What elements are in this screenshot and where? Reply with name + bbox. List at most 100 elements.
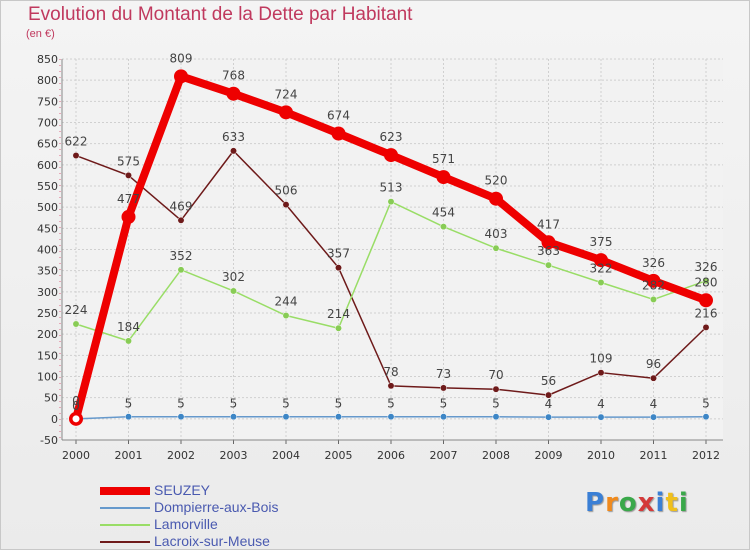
- data-label: 357: [327, 247, 350, 261]
- data-point: [440, 223, 447, 231]
- y-tick-label: 250: [37, 307, 58, 320]
- data-point: [282, 413, 290, 421]
- legend-label: SEUZEY: [154, 482, 211, 498]
- data-point: [702, 413, 710, 421]
- y-tick-label: 400: [37, 244, 58, 257]
- data-point: [125, 337, 132, 345]
- data-label: 282: [642, 278, 665, 292]
- data-label: 78: [383, 365, 398, 379]
- data-point: [597, 279, 605, 286]
- data-point: [335, 264, 342, 272]
- data-label: 4: [597, 397, 605, 411]
- data-label: 70: [488, 368, 503, 382]
- logo-letter: i: [655, 488, 666, 518]
- logo-letter: o: [618, 488, 638, 518]
- data-label: 513: [380, 181, 403, 195]
- data-point: [440, 413, 447, 421]
- y-tick-label: 750: [37, 95, 58, 108]
- data-label: 417: [537, 217, 560, 231]
- data-label: 5: [230, 397, 238, 411]
- y-tick-label: 850: [37, 53, 58, 66]
- logo-letter: t: [665, 488, 679, 518]
- data-label: 5: [282, 397, 290, 411]
- legend-item: Lacroix-sur-Meuse: [100, 533, 278, 550]
- x-tick-label: 2002: [167, 449, 195, 462]
- legend-swatch: [100, 486, 150, 495]
- data-point: [702, 323, 710, 331]
- data-point: [335, 324, 342, 332]
- logo-letter: P: [585, 488, 606, 518]
- legend-item: Dompierre-aux-Bois: [100, 499, 278, 516]
- x-tick-label: 2007: [430, 449, 458, 462]
- data-point: [335, 413, 342, 421]
- plot-area: [62, 59, 723, 440]
- data-label: 674: [327, 109, 350, 123]
- proxiti-logo: Proxiti: [585, 488, 689, 518]
- legend-label: Lacroix-sur-Meuse: [154, 533, 270, 549]
- data-label: 184: [117, 320, 140, 334]
- data-point: [174, 69, 188, 84]
- data-label: 724: [275, 87, 298, 101]
- data-label: 216: [695, 306, 718, 320]
- data-label: 571: [432, 152, 455, 166]
- data-point: [597, 413, 605, 421]
- logo-letter: i: [678, 488, 689, 518]
- data-point: [230, 287, 237, 295]
- axes: -500501001502002503003504004505005506006…: [37, 53, 723, 462]
- data-label: 4: [650, 397, 658, 411]
- chart-unit-label: (en €): [26, 28, 55, 40]
- data-label: 454: [432, 206, 455, 220]
- legend-item: Lamorville: [100, 516, 278, 533]
- y-tick-label: 500: [37, 201, 58, 214]
- data-label: 520: [485, 174, 508, 188]
- data-point: [177, 413, 185, 421]
- data-label: 5: [440, 397, 448, 411]
- data-label: 96: [646, 357, 661, 371]
- data-label: 5: [177, 397, 185, 411]
- y-tick-label: 550: [37, 180, 58, 193]
- data-point: [646, 273, 661, 288]
- data-label: 73: [436, 367, 451, 381]
- x-tick-label: 2009: [535, 449, 563, 462]
- x-tick-label: 2000: [62, 449, 90, 462]
- data-label: 214: [327, 307, 350, 321]
- x-tick-label: 2011: [640, 449, 668, 462]
- data-point: [282, 312, 290, 319]
- data-point: [387, 198, 395, 206]
- y-tick-label: 650: [37, 138, 58, 151]
- data-label: 477: [117, 192, 140, 206]
- legend-label: Lamorville: [154, 516, 218, 532]
- grid-lines: [62, 58, 723, 441]
- data-point: [650, 413, 657, 421]
- y-tick-label: 200: [37, 328, 58, 341]
- y-tick-label: 100: [37, 371, 58, 384]
- data-label: 322: [590, 262, 613, 276]
- logo-letter: x: [637, 488, 656, 518]
- data-point: [279, 105, 293, 120]
- data-label: 5: [335, 397, 343, 411]
- legend-item: SEUZEY: [100, 482, 278, 499]
- data-label: 224: [65, 303, 88, 317]
- data-point: [230, 147, 237, 155]
- legend-label: Dompierre-aux-Bois: [154, 499, 279, 515]
- legend-swatch: [100, 506, 150, 509]
- data-point: [702, 277, 710, 285]
- data-point: [230, 413, 237, 421]
- data-label: 56: [541, 374, 556, 388]
- data-label: 575: [117, 154, 140, 168]
- data-point: [541, 235, 556, 250]
- data-point: [650, 374, 657, 382]
- y-tick-label: 50: [44, 392, 58, 405]
- data-point: [440, 384, 447, 392]
- data-label: 302: [222, 270, 245, 284]
- data-point: [492, 244, 500, 252]
- data-label: 326: [695, 260, 718, 274]
- x-tick-label: 2010: [587, 449, 615, 462]
- data-point: [282, 201, 290, 209]
- data-point: [492, 385, 500, 393]
- x-tick-label: 2004: [272, 449, 300, 462]
- data-point: [650, 296, 657, 303]
- y-tick-label: 450: [37, 222, 58, 235]
- data-point: [72, 152, 80, 159]
- x-tick-label: 2006: [377, 449, 405, 462]
